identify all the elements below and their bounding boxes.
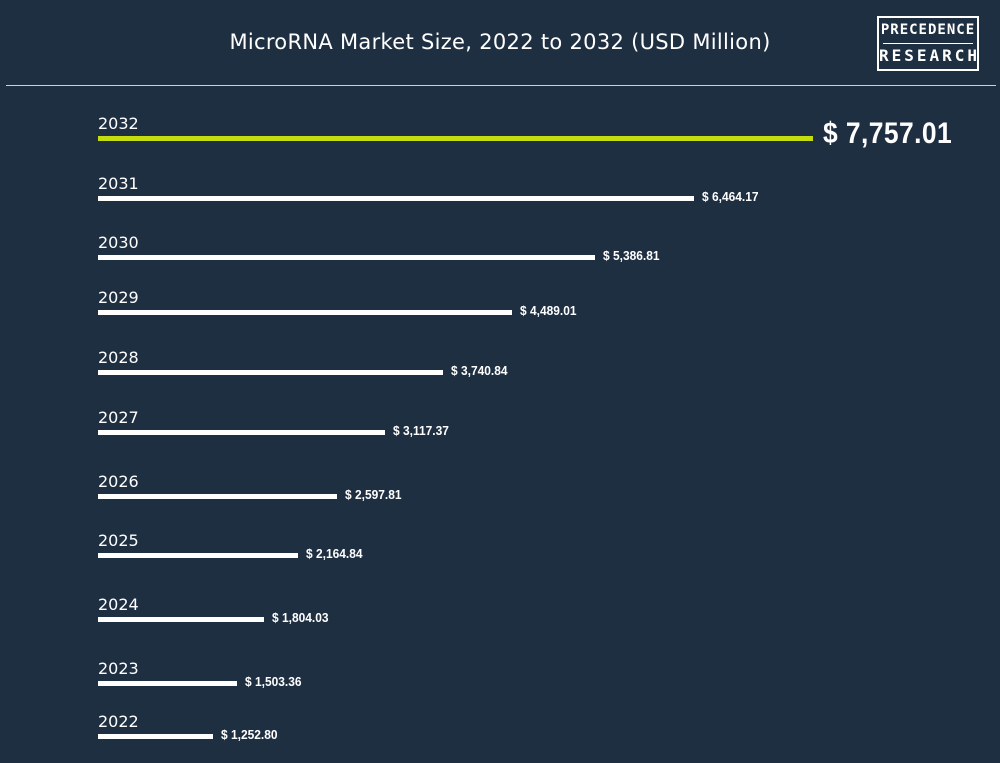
bar-2023 <box>98 681 237 686</box>
bar-2026 <box>98 494 337 499</box>
value-label-2025: $ 2,164.84 <box>306 546 363 561</box>
chart-title: MicroRNA Market Size, 2022 to 2032 (USD … <box>229 30 771 54</box>
value-label-2022: $ 1,252.80 <box>221 727 278 742</box>
year-label-2031: 2031 <box>98 174 139 193</box>
bar-2022 <box>98 734 213 739</box>
bar-2024 <box>98 617 264 622</box>
value-label-2032: $ 7,757.01 <box>823 117 953 150</box>
value-label-2030: $ 5,386.81 <box>603 248 660 263</box>
year-label-2022: 2022 <box>98 712 139 731</box>
year-label-2025: 2025 <box>98 531 139 550</box>
brand-logo-rule <box>883 43 973 44</box>
year-label-2032: 2032 <box>98 114 139 133</box>
bar-2032 <box>98 136 813 141</box>
value-label-2028: $ 3,740.84 <box>451 363 508 378</box>
year-label-2027: 2027 <box>98 408 139 427</box>
bar-2027 <box>98 430 385 435</box>
value-label-2027: $ 3,117.37 <box>393 423 449 438</box>
value-label-2024: $ 1,804.03 <box>272 610 329 625</box>
brand-logo-line2: RESEARCH <box>879 46 981 65</box>
year-label-2023: 2023 <box>98 659 139 678</box>
brand-logo-line1: PRECEDENCE <box>880 22 976 38</box>
year-label-2024: 2024 <box>98 595 139 614</box>
value-label-2023: $ 1,503.36 <box>245 674 302 689</box>
title-divider <box>6 85 996 86</box>
bar-2025 <box>98 553 298 558</box>
year-label-2029: 2029 <box>98 288 139 307</box>
year-label-2030: 2030 <box>98 233 139 252</box>
value-label-2026: $ 2,597.81 <box>345 487 402 502</box>
value-label-2029: $ 4,489.01 <box>520 303 577 318</box>
bar-2030 <box>98 255 595 260</box>
bar-2028 <box>98 370 443 375</box>
value-label-2031: $ 6,464.17 <box>702 189 759 204</box>
bar-2029 <box>98 310 512 315</box>
year-label-2028: 2028 <box>98 348 139 367</box>
bar-2031 <box>98 196 694 201</box>
year-label-2026: 2026 <box>98 472 139 491</box>
brand-logo: PRECEDENCE RESEARCH <box>877 16 979 71</box>
